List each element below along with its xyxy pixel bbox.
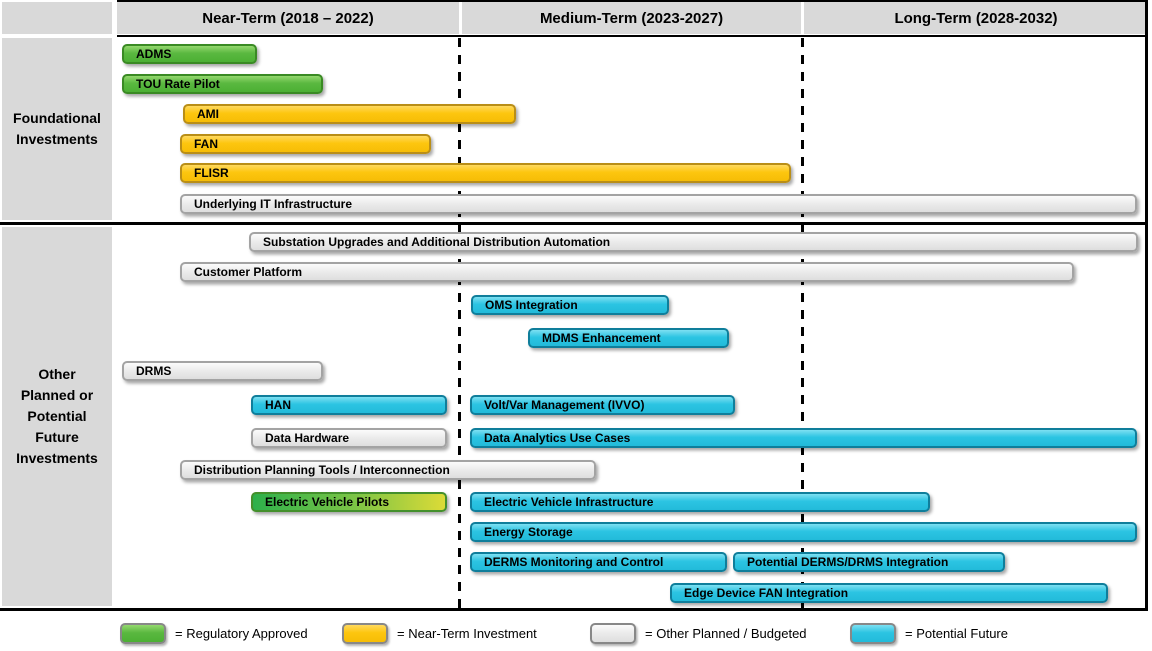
legend-item-potential-future: = Potential Future	[850, 622, 1008, 644]
bar-underlying-it-infrastructure: Underlying IT Infrastructure	[180, 194, 1137, 214]
legend-label: = Potential Future	[905, 625, 1008, 641]
bar-volt-var-management-ivvo: Volt/Var Management (IVVO)	[470, 395, 735, 415]
chart-border-right	[1145, 0, 1148, 611]
section-label-other-investments: Other Planned or Potential Future Invest…	[2, 227, 112, 606]
bar-adms: ADMS	[122, 44, 257, 64]
chart-border-top	[117, 0, 1148, 2]
legend-swatch-gray	[590, 622, 636, 644]
bar-oms-integration: OMS Integration	[471, 295, 669, 315]
bar-distribution-planning-tools-interconnection: Distribution Planning Tools / Interconne…	[180, 460, 596, 480]
bar-electric-vehicle-pilots: Electric Vehicle Pilots	[251, 492, 447, 512]
chart-border-below-header	[117, 35, 1148, 37]
header-long-term: Long-Term (2028-2032)	[804, 2, 1148, 34]
chart-border-bottom	[0, 608, 1148, 611]
bar-substation-upgrades-and-additional-distribution-automation: Substation Upgrades and Additional Distr…	[249, 232, 1138, 252]
legend-item-regulatory-approved: = Regulatory Approved	[120, 622, 308, 644]
legend-item-near-term-investment: = Near-Term Investment	[342, 622, 537, 644]
bar-data-hardware: Data Hardware	[251, 428, 447, 448]
section-divider-line	[0, 222, 1148, 225]
bar-fan: FAN	[180, 134, 431, 154]
sidebar-header-cell	[2, 2, 112, 34]
legend-label: = Other Planned / Budgeted	[645, 625, 807, 641]
bar-customer-platform: Customer Platform	[180, 262, 1074, 282]
bar-potential-derms-drms-integration: Potential DERMS/DRMS Integration	[733, 552, 1005, 572]
dashed-divider-2023	[458, 38, 461, 608]
bar-tou-rate-pilot: TOU Rate Pilot	[122, 74, 323, 94]
bar-data-analytics-use-cases: Data Analytics Use Cases	[470, 428, 1137, 448]
dashed-divider-2028	[801, 38, 804, 608]
bar-flisr: FLISR	[180, 163, 791, 183]
section-label-foundational-investments: Foundational Investments	[2, 38, 112, 220]
bar-derms-monitoring-and-control: DERMS Monitoring and Control	[470, 552, 727, 572]
legend-swatch-yellow	[342, 622, 388, 644]
legend-swatch-cyan	[850, 622, 896, 644]
legend-label: = Regulatory Approved	[175, 625, 308, 641]
bar-han: HAN	[251, 395, 447, 415]
bar-edge-device-fan-integration: Edge Device FAN Integration	[670, 583, 1108, 603]
bar-mdms-enhancement: MDMS Enhancement	[528, 328, 729, 348]
bar-ami: AMI	[183, 104, 516, 124]
header-medium-term: Medium-Term (2023-2027)	[462, 2, 801, 34]
header-near-term: Near-Term (2018 – 2022)	[117, 2, 459, 34]
bar-energy-storage: Energy Storage	[470, 522, 1137, 542]
legend-label: = Near-Term Investment	[397, 625, 537, 641]
legend-swatch-green	[120, 622, 166, 644]
bar-drms: DRMS	[122, 361, 323, 381]
bar-electric-vehicle-infrastructure: Electric Vehicle Infrastructure	[470, 492, 930, 512]
legend-item-other-planned-budgeted: = Other Planned / Budgeted	[590, 622, 807, 644]
